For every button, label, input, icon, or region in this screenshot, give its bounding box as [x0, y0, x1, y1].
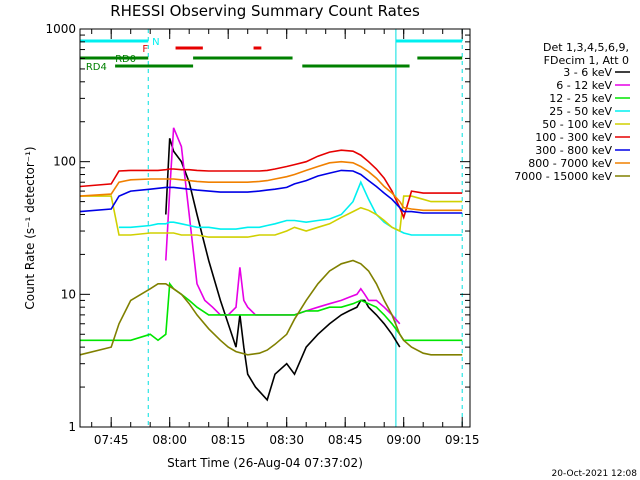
legend-entry-7000-15000-kev: 7000 - 15000 keV: [514, 170, 612, 183]
x-tick-label: 09:00: [386, 433, 421, 447]
flag-label-rd0: RD0: [115, 54, 136, 65]
legend-entry-25-50-kev: 25 - 50 keV: [549, 105, 612, 118]
legend-entry-50-100-kev: 50 - 100 keV: [542, 118, 612, 131]
flag-label-rd4: RD4: [86, 62, 107, 73]
footer-timestamp: 20-Oct-2021 12:08: [552, 469, 638, 479]
chart-title: RHESSI Observing Summary Count Rates: [110, 2, 420, 20]
x-tick-label: 09:15: [445, 433, 480, 447]
flag-label-f: F: [142, 44, 148, 55]
series-line-25-50-kev: [119, 180, 463, 236]
x-axis-label: Start Time (26-Aug-04 07:37:02): [167, 456, 363, 470]
legend-entry-3-6-kev: 3 - 6 keV: [563, 66, 612, 79]
series-line-7000-15000-kev: [79, 259, 463, 356]
x-tick-label: 08:00: [152, 433, 187, 447]
legend: Det 1,3,4,5,6,9,FDecim 1, Att 03 - 6 keV…: [514, 41, 630, 183]
series-line-300-800-kev: [79, 169, 463, 214]
legend-entry-300-800-kev: 300 - 800 keV: [535, 144, 612, 157]
y-tick-label: 1000: [45, 22, 76, 36]
series-line-800-7000-kev: [79, 160, 463, 212]
series-line-100-300-kev: [79, 149, 463, 220]
plot-area: NF RD0 RD4 1 10 100 1000 07:45 08:00 08:15 08:30 08…: [45, 22, 479, 447]
flag-label-n: N: [152, 37, 159, 48]
series-line-50-100-kev: [80, 195, 463, 238]
x-tick-label: 08:15: [211, 433, 246, 447]
legend-entry-100-300-kev: 100 - 300 keV: [535, 131, 612, 144]
y-tick-label: 1: [68, 420, 76, 434]
series-line-12-25-kev: [80, 281, 463, 342]
legend-entry-12-25-kev: 12 - 25 keV: [549, 92, 612, 105]
legend-header: Det 1,3,4,5,6,9,: [543, 41, 629, 54]
y-tick-label: 10: [61, 287, 76, 301]
x-tick-label: 08:30: [269, 433, 304, 447]
legend-header: FDecim 1, Att 0: [544, 54, 629, 67]
series-line-3-6-kev: [165, 138, 401, 402]
plot-frame: [79, 28, 471, 428]
y-tick-label: 100: [53, 155, 76, 169]
y-axis-label: Count Rate (s⁻¹ detector⁻¹): [23, 146, 37, 309]
legend-entry-800-7000-kev: 800 - 7000 keV: [528, 157, 612, 170]
x-tick-label: 08:45: [328, 433, 363, 447]
series-line-6-12-kev: [165, 127, 401, 325]
x-tick-label: 07:45: [94, 433, 129, 447]
legend-entry-6-12-kev: 6 - 12 keV: [556, 79, 612, 92]
